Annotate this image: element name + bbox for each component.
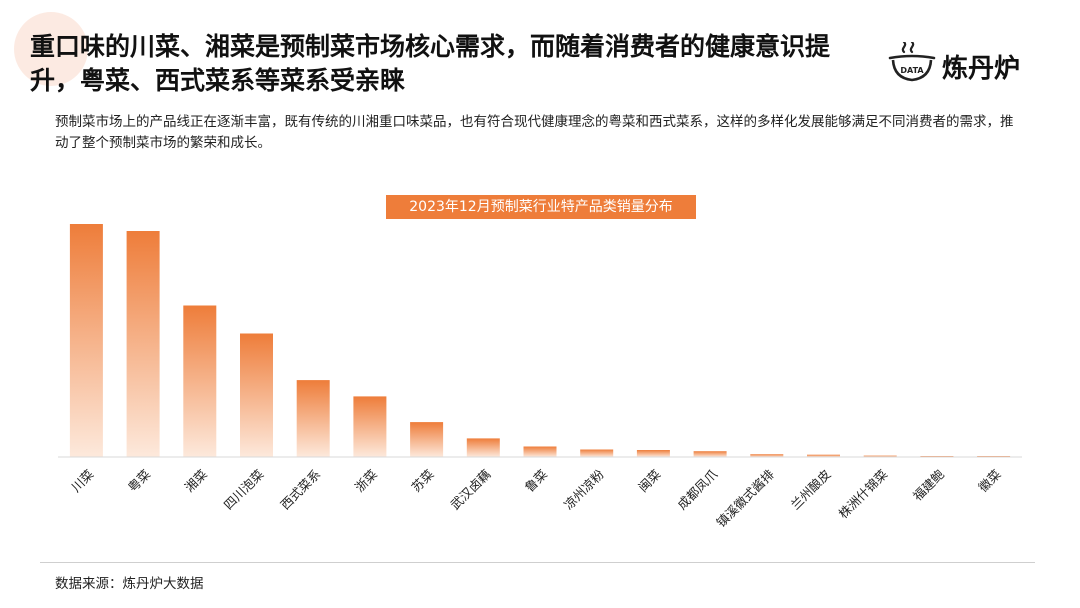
bar-3 (240, 333, 273, 457)
bar-8 (523, 446, 557, 457)
x-tick-label: 株洲什锦菜 (836, 466, 891, 521)
x-tick-label: 浙菜 (352, 466, 381, 495)
x-tick-label: 成都凤爪 (674, 466, 720, 512)
bar-14 (863, 455, 897, 457)
x-tick-label: 粤菜 (125, 466, 154, 495)
page-title: 重口味的川菜、湘菜是预制菜市场核心需求，而随着消费者的健康意识提升，粤菜、西式菜… (30, 32, 831, 95)
x-tick-label: 武汉卤藕 (447, 467, 493, 513)
bar-11 (693, 451, 727, 457)
bar-12 (750, 454, 784, 457)
bar-9 (580, 449, 614, 457)
bar-6 (410, 422, 444, 458)
chart-title: 2023年12月预制菜行业特产品类销量分布 (386, 195, 696, 219)
bar-13 (807, 454, 840, 457)
brand-logo: DATA 炼丹炉 (888, 40, 1048, 90)
logo-text: 炼丹炉 (942, 54, 1021, 84)
logo-badge-text: DATA (900, 66, 924, 75)
bar-4 (296, 380, 330, 457)
x-tick-label: 凉州凉粉 (561, 466, 607, 512)
bar-chart: 川菜 粤菜 湘菜 四川泡菜 西式菜系 浙菜 苏菜 武汉卤藕 鲁菜 凉州凉粉 闽菜 成都凤爪镇溪徽式酱排… (58, 224, 1022, 530)
x-tick-label: 鲁菜 (522, 466, 551, 495)
x-tick-label: 湘菜 (182, 466, 211, 495)
bar-0 (69, 224, 103, 457)
intro-paragraph: 预制菜市场上的产品线正在逐渐丰富，既有传统的川湘重口味菜品，也有符合现代健康理念… (55, 114, 1014, 151)
x-tick-label: 徽菜 (975, 466, 1004, 495)
bar-1 (126, 231, 160, 457)
x-tick-label: 苏菜 (408, 466, 437, 495)
x-tick-label: 四川泡菜 (221, 466, 267, 512)
title-decoration-circle (14, 12, 88, 86)
x-tick-label: 西式菜系 (277, 467, 323, 513)
x-tick-label: 福建鲍 (910, 466, 947, 503)
x-tick-label: 川菜 (68, 466, 97, 495)
data-source: 数据来源：炼丹炉大数据 (55, 576, 204, 592)
bar-5 (353, 396, 387, 457)
source-divider (40, 562, 1035, 563)
x-tick-label: 闽菜 (635, 466, 664, 495)
x-tick-label: 镇溪徽式酱排 (713, 466, 777, 530)
x-tick-label: 兰州酿皮 (788, 467, 834, 513)
bar-2 (183, 305, 217, 457)
bar-7 (466, 438, 500, 457)
bar-10 (636, 450, 670, 457)
logo-cauldron-icon: DATA (888, 42, 936, 82)
